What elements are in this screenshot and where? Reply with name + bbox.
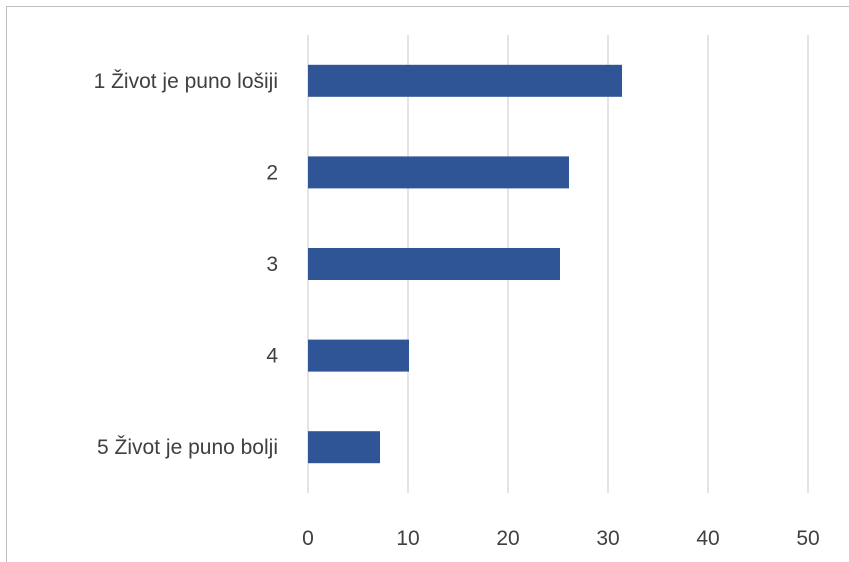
category-labels: 1 Život je puno lošiji 2 3 4 5 Život je puno… (94, 70, 279, 459)
chart-border-left (6, 6, 7, 562)
category-label: 5 Život je puno bolji (97, 436, 278, 459)
x-tick-label: 50 (796, 527, 819, 550)
bar (308, 156, 569, 189)
bar (308, 248, 560, 280)
x-axis-tick-labels: 0 10 20 30 40 50 (302, 527, 820, 550)
x-tick-label: 20 (496, 527, 519, 550)
x-tick-label: 10 (396, 527, 419, 550)
bars (308, 64, 622, 464)
bar (308, 64, 622, 97)
category-label: 3 (266, 253, 278, 276)
bar (308, 431, 380, 464)
x-tick-label: 40 (696, 527, 719, 550)
category-label: 4 (266, 345, 278, 368)
x-tick-label: 30 (596, 527, 619, 550)
x-tick-label: 0 (302, 527, 314, 550)
chart-border-top (6, 6, 849, 7)
category-label: 2 (266, 161, 278, 184)
bar (308, 339, 409, 372)
category-label: 1 Život je puno lošiji (94, 70, 278, 93)
